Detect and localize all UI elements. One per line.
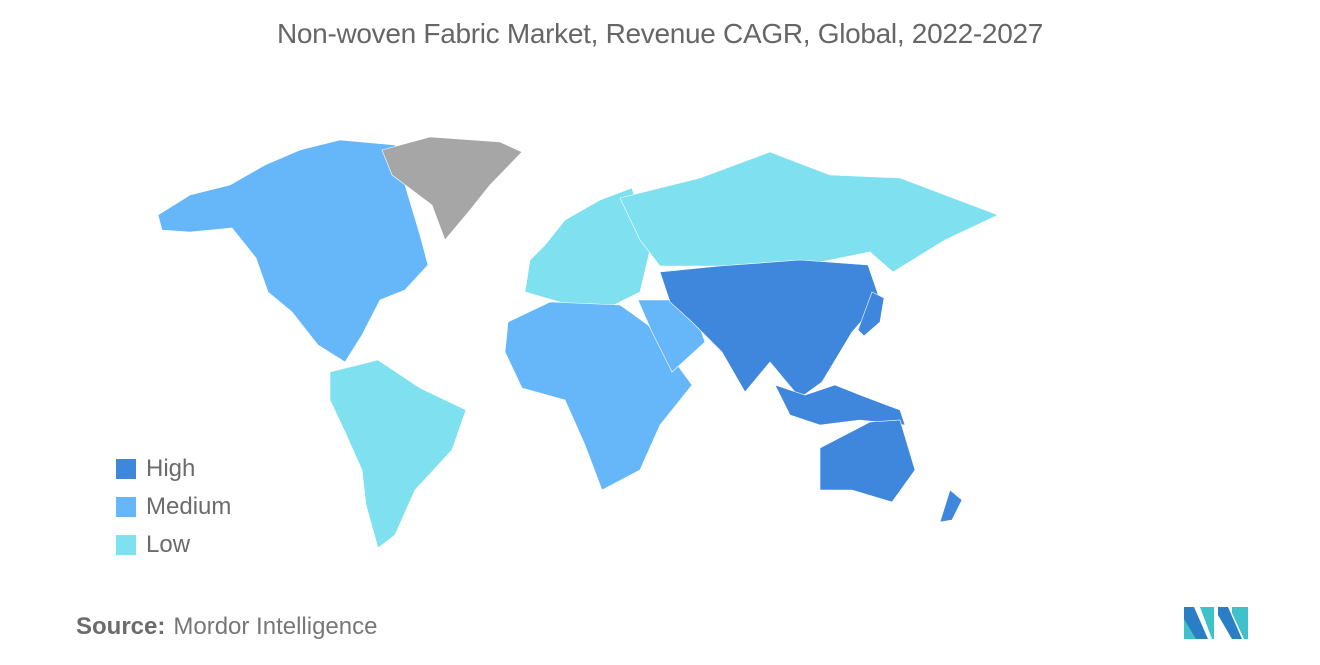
region-greenland [381,136,523,241]
chart-title: Non-woven Fabric Market, Revenue CAGR, G… [276,18,1044,49]
region-asia [659,259,881,399]
region-north_america [157,139,429,363]
legend-swatch-medium [116,497,136,517]
source-label: Source: [76,613,166,640]
legend-swatch-high [116,459,136,479]
region-southeast_asia [774,384,906,426]
source-value: Mordor Intelligence [173,613,378,640]
region-japan [857,291,885,337]
source-note: Source: Mordor Intelligence [76,613,377,641]
region-africa [504,301,693,491]
legend-item-high: High [116,450,231,488]
region-russia [619,151,999,273]
legend-item-low: Low [116,526,231,564]
legend-label-medium: Medium [146,493,232,520]
region-new_zealand [939,489,963,523]
legend-label-low: Low [146,531,191,558]
legend-swatch-low [116,535,136,555]
legend-label-high: High [146,455,196,482]
mordor-intelligence-logo-icon [1184,607,1248,639]
legend: High Medium Low [116,450,231,564]
region-australia [819,419,916,503]
legend-item-medium: Medium [116,488,231,526]
region-south_america [329,359,467,549]
